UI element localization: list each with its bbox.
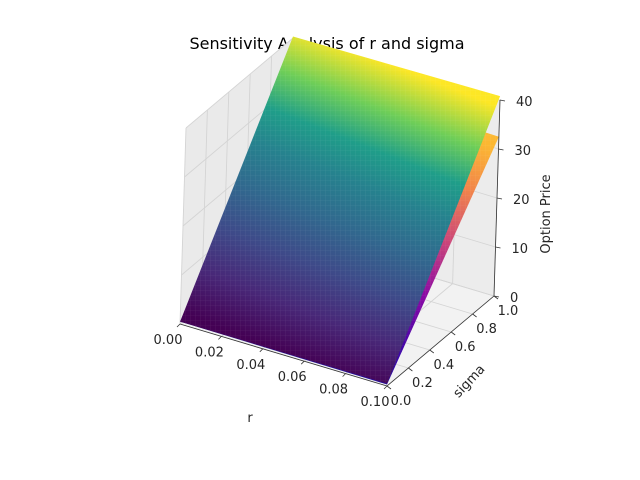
x-tick-mark (259, 348, 264, 353)
y-tick-label: 1.0 (498, 304, 519, 319)
y-tick-mark (429, 349, 435, 354)
z-tick-mark (496, 197, 503, 200)
z-tick-label: 20 (513, 193, 530, 208)
x-tick-label: 0.02 (195, 345, 224, 360)
y-tick-label: 0.8 (476, 322, 497, 337)
y-tick-mark (386, 385, 392, 390)
z-tick-label: 30 (515, 144, 532, 159)
x-tick-label: 0.00 (154, 333, 183, 348)
surface-mesh-viridis (180, 36, 501, 384)
z-tick-label: 0 (510, 291, 518, 306)
y-tick-mark (408, 367, 413, 372)
x-tick-label: 0.10 (361, 395, 390, 410)
y-tick-label: 0.0 (391, 394, 412, 409)
surface-plot (180, 36, 501, 385)
x-tick-label: 0.08 (319, 383, 348, 398)
x-tick-label: 0.04 (236, 358, 265, 373)
x-axis-label: r (247, 411, 253, 426)
y-tick-label: 0.2 (412, 376, 433, 391)
z-tick-label: 40 (516, 95, 533, 110)
x-tick-mark (342, 373, 346, 377)
x-tick-label: 0.06 (278, 370, 307, 385)
y-axis-line (386, 295, 495, 387)
y-tick-mark (450, 331, 456, 336)
grid-line-z (185, 37, 294, 129)
x-tick-mark (218, 336, 222, 340)
x-axis-line (179, 323, 388, 387)
z-tick-mark (493, 295, 500, 298)
tick-labels: 0.000.020.040.060.080.10 0.00.20.40.60.81… (154, 95, 533, 410)
z-tick-mark (498, 148, 504, 151)
y-axis-label: sigma (451, 362, 489, 401)
y-tick-mark (472, 313, 477, 318)
z-tick-label: 10 (512, 242, 529, 257)
y-tick-label: 0.6 (455, 340, 476, 355)
z-axis-label: Option Price (539, 174, 554, 253)
x-tick-mark (300, 360, 305, 365)
chart-title: Sensitivity Analysis of r and sigma (189, 34, 464, 53)
x-tick-mark (383, 385, 388, 390)
x-tick-mark (176, 323, 181, 328)
z-tick-mark (495, 246, 501, 249)
z-tick-mark (499, 99, 506, 102)
y-tick-label: 0.4 (433, 358, 454, 373)
